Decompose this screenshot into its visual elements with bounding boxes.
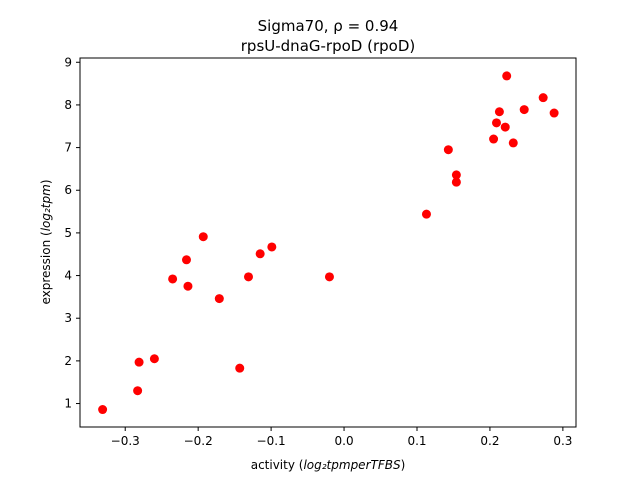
data-point <box>491 118 501 128</box>
chart-title-line2: rpsU-dnaG-rpoD (rpoD) <box>241 37 415 55</box>
data-point <box>181 255 191 265</box>
y-tick-label: 6 <box>64 183 72 197</box>
y-tick-label: 1 <box>64 397 72 411</box>
y-tick-label: 4 <box>64 269 72 283</box>
data-point <box>502 71 512 81</box>
data-point <box>421 209 431 219</box>
data-point <box>538 93 548 103</box>
data-point <box>451 170 461 180</box>
data-point <box>324 272 334 282</box>
x-axis-label-prefix: activity ( <box>251 458 304 472</box>
x-tick-label: −0.1 <box>257 434 286 448</box>
data-point <box>255 249 265 259</box>
y-tick-label: 5 <box>64 226 72 240</box>
chart-title-line1: Sigma70, ρ = 0.94 <box>258 17 399 35</box>
data-points <box>98 71 559 415</box>
data-point <box>134 357 144 367</box>
data-point <box>133 386 143 396</box>
data-point <box>243 272 253 282</box>
data-point <box>168 274 178 284</box>
x-tick-label: 0.2 <box>480 434 499 448</box>
data-point <box>500 122 510 132</box>
x-axis-ticks: −0.3 −0.2 −0.1 0.0 0.1 0.2 0.3 <box>111 427 572 448</box>
data-point <box>183 281 193 291</box>
data-point <box>267 242 277 252</box>
x-tick-label: 0.0 <box>335 434 354 448</box>
x-tick-label: 0.3 <box>553 434 572 448</box>
y-tick-label: 2 <box>64 354 72 368</box>
y-tick-label: 8 <box>64 98 72 112</box>
y-axis-label-math: log₂tpm <box>39 184 53 231</box>
y-axis-label-prefix: expression ( <box>39 231 53 304</box>
data-point <box>149 354 159 364</box>
data-point <box>451 177 461 187</box>
y-axis-label-suffix: ) <box>39 179 53 184</box>
y-tick-label: 3 <box>64 311 72 325</box>
data-point <box>549 108 559 118</box>
data-point <box>494 107 504 117</box>
x-axis-label-math: log₂tpmperTFBS <box>303 458 401 472</box>
data-point <box>508 138 518 148</box>
y-axis-ticks: 1 2 3 4 5 6 7 8 9 <box>64 55 80 411</box>
data-point <box>519 105 529 115</box>
data-point <box>235 363 245 373</box>
x-tick-label: 0.1 <box>407 434 426 448</box>
y-axis-label: expression (log₂tpm) <box>39 179 53 304</box>
x-axis-label: activity (log₂tpmperTFBS) <box>251 458 406 472</box>
data-point <box>214 294 224 304</box>
x-axis-label-suffix: ) <box>401 458 406 472</box>
data-point <box>489 134 499 144</box>
data-point <box>198 232 208 242</box>
data-point <box>98 405 108 415</box>
x-tick-label: −0.2 <box>184 434 213 448</box>
y-tick-label: 9 <box>64 55 72 69</box>
x-tick-label: −0.3 <box>111 434 140 448</box>
y-tick-label: 7 <box>64 141 72 155</box>
plot-area-frame <box>79 57 577 428</box>
data-point <box>443 145 453 155</box>
